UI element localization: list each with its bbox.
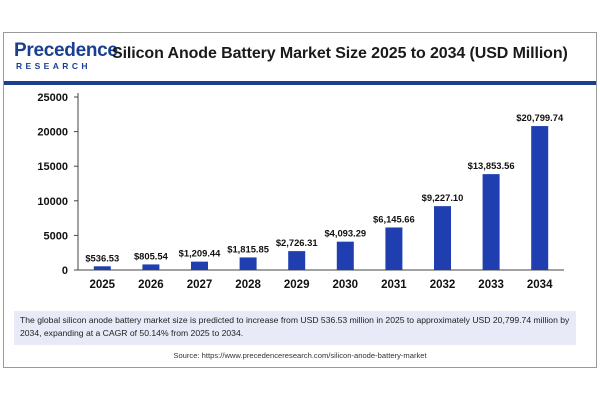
chart-title: Silicon Anode Battery Market Size 2025 t… [112,45,568,62]
logo-subtitle: RESEARCH [16,61,91,71]
bar [191,261,208,270]
x-tick-label: 2026 [138,279,164,291]
bar-value-label: $805.54 [134,250,169,261]
bar-value-label: $2,726.31 [276,237,318,248]
bar-value-label: $1,209.44 [179,248,221,259]
bar-chart-svg: 0 5000 10000 15000 20000 25000 $536.53 2025 $805… [37,92,564,291]
bar-chart: 0 5000 10000 15000 20000 25000 $536.53 2025 $805… [4,87,596,311]
bar [531,126,549,270]
bar-value-label: $13,853.56 [468,160,515,171]
bar [482,174,500,270]
x-tick-label: 2031 [381,279,407,291]
source-citation: Source: https://www.precedenceresearch.c… [173,351,427,360]
y-tick-label: 15000 [37,161,68,173]
y-tick-label: 10000 [37,196,68,208]
x-tick-label: 2032 [430,279,456,291]
bar [142,264,160,270]
x-tick-label: 2029 [284,279,310,291]
bar-value-label: $9,227.10 [422,192,464,203]
precedence-research-logo: Precedence RESEARCH [14,41,118,73]
bar [288,251,306,270]
logo-wordmark: Precedence [14,40,118,61]
x-tick-label: 2027 [187,279,213,291]
bar-value-label: $4,093.29 [324,228,366,239]
bar-value-label: $20,799.74 [516,112,564,123]
summary-note: The global silicon anode battery market … [14,311,576,345]
x-tick-label: 2025 [90,279,116,291]
bar [336,241,354,270]
x-tick-label: 2028 [235,279,261,291]
y-tick-label: 20000 [37,127,68,139]
bar-value-label: $6,145.66 [373,213,415,224]
bar-value-label: $536.53 [85,252,119,263]
title-divider [4,81,596,85]
y-tick-label: 5000 [44,230,68,242]
bar-value-label: $1,815.85 [227,243,269,254]
x-tick-label: 2030 [333,279,359,291]
y-tick-label: 0 [62,265,68,277]
bar [434,206,451,270]
x-tick-label: 2033 [478,279,504,291]
x-tick-label: 2034 [527,279,553,291]
bar [239,257,257,270]
y-tick-label: 25000 [37,92,68,104]
infographic-frame: Precedence RESEARCH Silicon Anode Batter… [3,32,597,368]
bar [385,227,403,270]
bar [93,266,111,270]
header: Precedence RESEARCH Silicon Anode Batter… [4,33,596,79]
